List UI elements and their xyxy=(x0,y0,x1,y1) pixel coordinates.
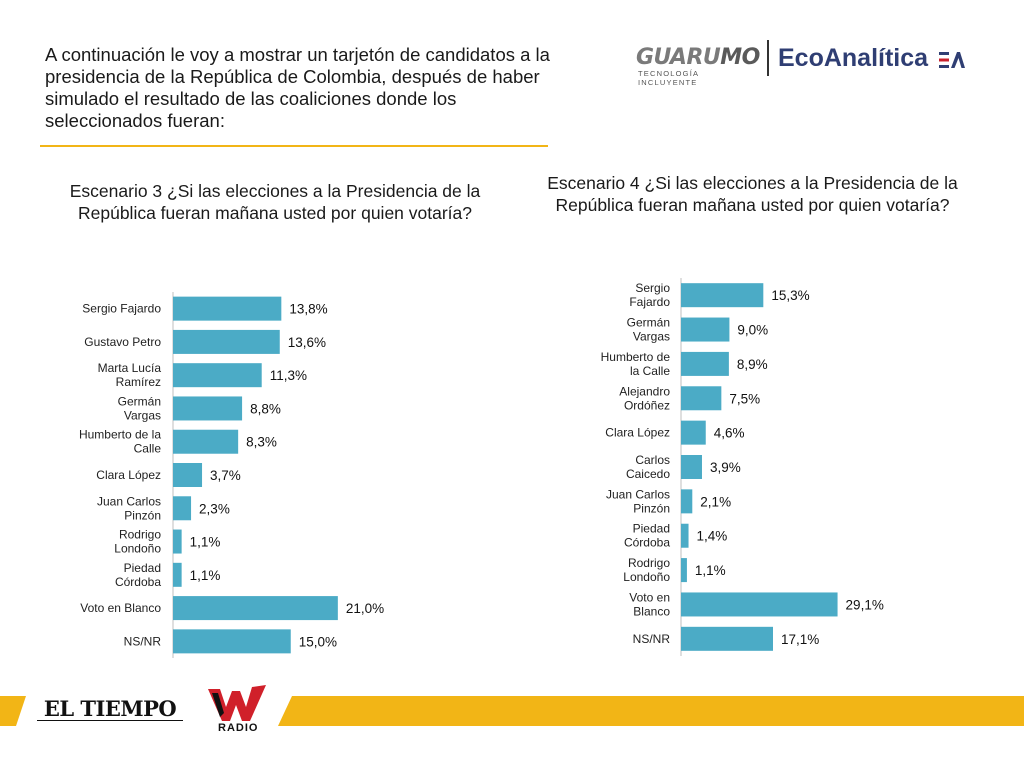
bar-esc4-2 xyxy=(681,351,729,376)
category-label-esc4-4: Clara López xyxy=(605,426,670,440)
footer-band xyxy=(0,696,1024,726)
bar-esc3-5 xyxy=(173,463,203,487)
w-radio-logo-icon xyxy=(208,685,266,721)
el-tiempo-logo: EL TIEMPO xyxy=(43,696,177,721)
category-label-esc4-7: Piedad Córdoba xyxy=(624,522,670,550)
category-label-esc3-5: Clara López xyxy=(96,468,161,482)
bar-esc3-4 xyxy=(173,429,239,454)
bar-esc4-0 xyxy=(681,283,764,308)
bar-esc4-5 xyxy=(681,455,702,479)
ecoanalitica-logo: EcoAnalítica xyxy=(778,44,929,72)
category-label-esc3-8: Piedad Córdoba xyxy=(115,561,161,589)
category-label-esc4-3: Alejandro Ordóñez xyxy=(619,384,670,412)
data-label-esc4-4: 4,6% xyxy=(714,426,745,441)
guarumo-logo: GUARUMO TECNOLOGÍA INCLUYENTE xyxy=(636,45,760,87)
bar-esc4-9 xyxy=(681,592,838,617)
category-label-esc4-6: Juan Carlos Pinzón xyxy=(606,487,670,515)
bar-esc3-3 xyxy=(173,396,243,421)
intro-divider xyxy=(40,145,548,147)
data-label-esc3-8: 1,1% xyxy=(190,568,221,583)
category-label-esc3-4: Humberto de la Calle xyxy=(79,428,161,456)
data-label-esc3-2: 11,3% xyxy=(270,368,307,383)
data-label-esc4-6: 2,1% xyxy=(700,494,731,509)
el-tiempo-underline xyxy=(37,720,183,721)
chart-title-escenario-4: Escenario 4 ¿Si las elecciones a la Pres… xyxy=(547,173,958,215)
logo-divider xyxy=(767,40,769,76)
data-label-esc3-5: 3,7% xyxy=(210,468,241,483)
category-label-esc3-2: Marta Lucía Ramírez xyxy=(98,361,162,389)
category-label-esc3-9: Voto en Blanco xyxy=(80,601,161,615)
bar-esc4-10 xyxy=(681,626,773,651)
chart-title-escenario-3: Escenario 3 ¿Si las elecciones a la Pres… xyxy=(69,181,481,223)
data-label-esc4-2: 8,9% xyxy=(737,357,768,372)
category-label-esc4-5: Carlos Caicedo xyxy=(626,453,670,481)
bar-esc4-7 xyxy=(681,523,689,548)
bar-esc3-8 xyxy=(173,562,182,587)
data-label-esc4-5: 3,9% xyxy=(710,460,741,475)
data-label-esc3-1: 13,6% xyxy=(288,335,326,350)
chart-esc3: 13,8% Sergio Fajardo 13,6% Gustavo Petro 11,… xyxy=(79,292,384,658)
data-label-esc4-7: 1,4% xyxy=(697,529,728,544)
category-label-esc3-7: Rodrigo Londoño xyxy=(114,528,161,556)
data-label-esc4-8: 1,1% xyxy=(695,563,726,578)
data-label-esc4-3: 7,5% xyxy=(729,391,760,406)
category-label-esc4-2: Humberto de la Calle xyxy=(601,350,671,378)
category-label-esc4-10: NS/NR xyxy=(633,632,671,646)
bar-esc3-9 xyxy=(173,596,338,621)
intro-text: A continuación le voy a mostrar un tarje… xyxy=(45,44,550,131)
category-label-esc3-10: NS/NR xyxy=(124,634,162,648)
category-label-esc3-3: Germán Vargas xyxy=(118,394,161,422)
category-label-esc4-9: Voto en Blanco xyxy=(629,590,670,618)
data-label-esc4-0: 15,3% xyxy=(771,288,809,303)
bar-esc3-10 xyxy=(173,629,291,654)
data-label-esc4-10: 17,1% xyxy=(781,632,819,647)
bar-esc4-8 xyxy=(681,558,687,583)
data-label-esc3-0: 13,8% xyxy=(289,302,327,317)
category-label-esc3-0: Sergio Fajardo xyxy=(82,302,161,316)
bar-esc4-4 xyxy=(681,420,706,445)
guarumo-logo-suffix: MO xyxy=(720,45,760,70)
data-label-esc3-3: 8,8% xyxy=(250,401,281,416)
w-radio-label: RADIO xyxy=(218,722,259,734)
data-label-esc4-1: 9,0% xyxy=(737,323,768,338)
guarumo-tagline: TECNOLOGÍA INCLUYENTE xyxy=(638,69,699,87)
guarumo-logo-prefix: GUARU xyxy=(636,45,721,70)
data-label-esc3-4: 8,3% xyxy=(246,435,277,450)
category-label-esc3-1: Gustavo Petro xyxy=(84,335,161,349)
data-label-esc3-7: 1,1% xyxy=(190,535,221,550)
data-label-esc3-9: 21,0% xyxy=(346,601,384,616)
bar-esc3-0 xyxy=(173,296,282,321)
bar-esc3-2 xyxy=(173,363,262,388)
bar-esc4-1 xyxy=(681,317,730,342)
chart-esc4: 15,3% Sergio Fajardo 9,0% Germán Vargas 8,9% Hu… xyxy=(601,278,884,656)
ecoanalitica-ea-icon xyxy=(939,52,965,68)
category-label-esc4-1: Germán Vargas xyxy=(627,316,670,344)
bar-esc3-6 xyxy=(173,496,192,521)
data-label-esc3-10: 15,0% xyxy=(299,634,337,649)
category-label-esc4-8: Rodrigo Londoño xyxy=(623,556,670,584)
category-label-esc4-0: Sergio Fajardo xyxy=(629,281,670,309)
category-label-esc3-6: Juan Carlos Pinzón xyxy=(97,494,161,522)
data-label-esc4-9: 29,1% xyxy=(846,597,884,612)
bar-esc3-1 xyxy=(173,329,280,354)
bar-esc4-6 xyxy=(681,489,693,514)
bar-esc4-3 xyxy=(681,386,722,411)
bar-esc3-7 xyxy=(173,529,182,554)
data-label-esc3-6: 2,3% xyxy=(199,501,230,516)
